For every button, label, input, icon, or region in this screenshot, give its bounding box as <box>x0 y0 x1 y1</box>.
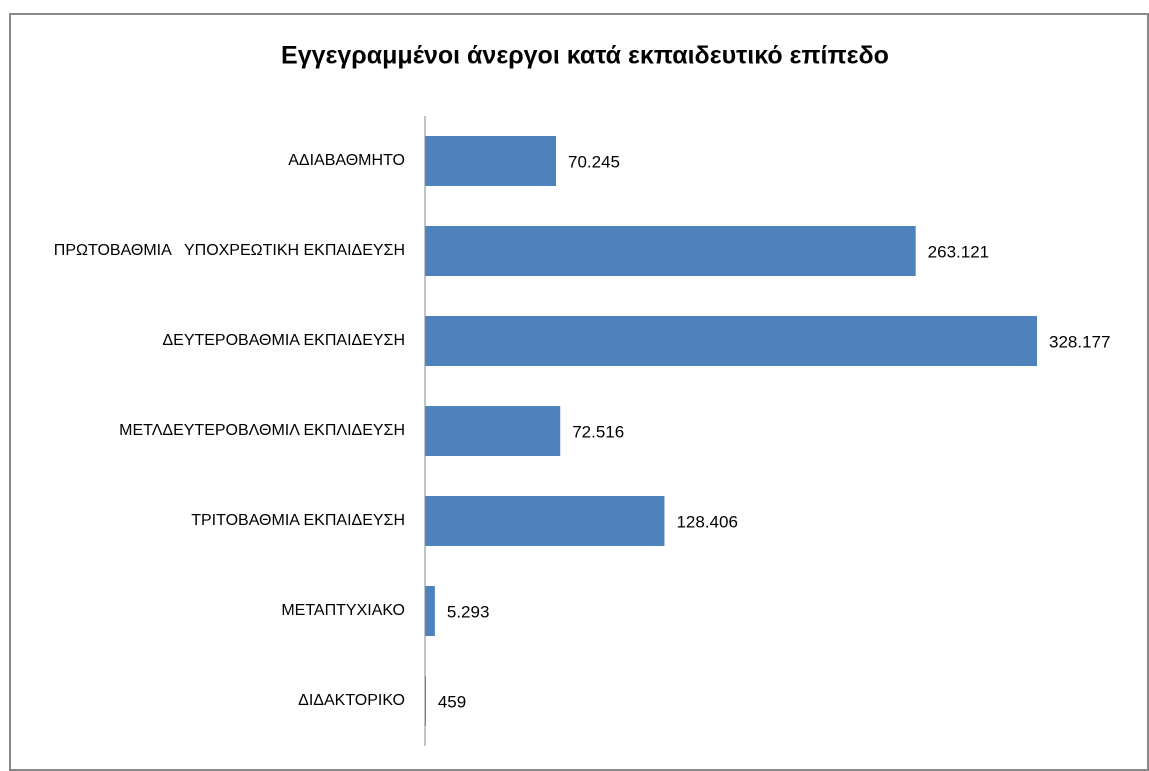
bar <box>425 496 665 546</box>
bar <box>425 586 435 636</box>
chart-title: Εγγεγραμμένοι άνεργοι κατά εκπαιδευτικό … <box>281 42 889 70</box>
data-label: 70.245 <box>568 152 620 171</box>
chart-frame <box>9 13 1149 771</box>
data-label: 459 <box>438 692 466 711</box>
category-label: ΔΕΥΤΕΡΟΒΑΘΜΙΑ ΕΚΠΑΙΔΕΥΣΗ <box>162 332 405 349</box>
data-label: 72.516 <box>572 422 624 441</box>
category-label: ΔΙΔΑΚΤΟΡΙΚΟ <box>298 692 405 709</box>
category-label: ΜΕΤΛΔΕΥΤΕΡΟΒΛΘΜΙΛ ΕΚΠΛΙΔΕΥΣΗ <box>119 422 405 439</box>
data-label: 5.293 <box>447 602 490 621</box>
data-label: 328.177 <box>1049 332 1110 351</box>
category-label: ΤΡΙΤΟΒΑΘΜΙΑ ΕΚΠΑΙΔΕΥΣΗ <box>191 512 405 529</box>
bar <box>425 316 1037 366</box>
data-label: 128.406 <box>676 512 737 531</box>
bar <box>425 136 556 186</box>
category-label: ΠΡΩΤΟΒΑΘΜΙΑ ΥΠΟΧΡΕΩΤΙΚΗ ΕΚΠΑΙΔΕΥΣΗ <box>54 242 405 259</box>
data-label: 263.121 <box>928 242 989 261</box>
category-label: ΜΕΤΑΠΤΥΧΙΑΚΟ <box>281 602 405 619</box>
bar <box>425 406 561 456</box>
bar <box>425 226 916 276</box>
category-label: ΑΔΙΑΒΑΘΜΗΤΟ <box>288 152 405 169</box>
